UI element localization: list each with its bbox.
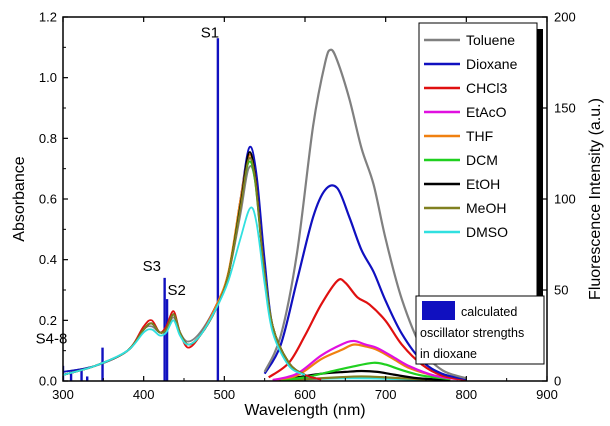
- y2-tick-label: 150: [554, 101, 576, 116]
- annotation-label: S2: [168, 282, 186, 299]
- x-tick-label: 800: [455, 387, 477, 402]
- absorption-curves: [63, 145, 322, 381]
- oscillator-legend-line-1: calculated: [461, 305, 517, 319]
- x-axis-ticks: 300 400 500 600 700 800 900: [52, 17, 558, 402]
- oscillator-legend-line-3: in dioxane: [420, 347, 477, 361]
- legend-label: EtAcO: [466, 104, 507, 120]
- fluorescence-line-dcm: [280, 361, 451, 381]
- legend-label: EtOH: [466, 176, 500, 192]
- x-tick-label: 700: [375, 387, 397, 402]
- x-tick-label: 900: [536, 387, 558, 402]
- legend-box: [418, 22, 538, 319]
- legend-label: THF: [466, 128, 493, 144]
- y-tick-label: 1.2: [39, 10, 57, 25]
- x-axis-label: Wavelength (nm): [244, 402, 365, 419]
- oscillator-bar: [80, 368, 83, 381]
- y2-axis-label: Fluorescence Intensity (a.u.): [587, 98, 604, 300]
- annotation-label: S1: [201, 24, 219, 41]
- oscillator-legend: calculated oscillator strengths in dioxa…: [415, 295, 545, 365]
- x-tick-label: 300: [52, 387, 74, 402]
- fluorescence-line-chcl3: [268, 278, 467, 381]
- oscillator-bar: [101, 347, 104, 381]
- legend: Toluene Dioxane CHCl3 EtAcO THF DCM EtOH MeOH DM…: [418, 22, 543, 324]
- annotation-label: S4-8: [36, 331, 68, 348]
- oscillator-bar: [69, 371, 73, 381]
- y-tick-label: 0.2: [39, 313, 57, 328]
- x-tick-label: 500: [213, 387, 235, 402]
- y2-tick-label: 200: [554, 10, 576, 25]
- x-tick-label: 600: [294, 387, 316, 402]
- x-tick-label: 400: [133, 387, 155, 402]
- oscillator-bar: [165, 299, 169, 381]
- legend-label: MeOH: [466, 200, 506, 216]
- fluorescence-line-thf: [272, 343, 459, 381]
- legend-label: CHCl3: [466, 80, 507, 96]
- legend-items: Toluene Dioxane CHCl3 EtAcO THF DCM EtOH MeOH DM…: [424, 32, 518, 240]
- annotation-label: S3: [143, 258, 161, 275]
- legend-label: DCM: [466, 152, 498, 168]
- y-tick-label: 1.0: [39, 70, 57, 85]
- legend-label: Toluene: [466, 32, 515, 48]
- y-axis-ticks: 0.0 0.2 0.4 0.6 0.8 1.0 1.2: [39, 10, 68, 389]
- fluorescence-line-etoh: [272, 369, 451, 381]
- oscillator-bar: [216, 38, 220, 381]
- y2-tick-label: 50: [554, 283, 568, 298]
- fluorescence-line-toluene: [263, 48, 467, 380]
- oscillator-bar: [86, 376, 89, 381]
- y2-tick-label: 100: [554, 192, 576, 207]
- y-tick-label: 0.0: [39, 374, 57, 389]
- oscillator-legend-swatch: [422, 301, 455, 320]
- y2-tick-label: 0: [554, 374, 561, 389]
- legend-label: DMSO: [466, 224, 508, 240]
- y-tick-label: 0.8: [39, 131, 57, 146]
- fluorescence-line-etaco: [272, 339, 459, 381]
- absorption-line-dmso: [63, 206, 306, 376]
- oscillator-legend-line-2: oscillator strengths: [420, 326, 524, 340]
- y-tick-label: 0.4: [39, 252, 57, 267]
- y-axis-label: Absorbance: [11, 156, 28, 241]
- transition-annotations: S1 S2 S3 S4-8: [36, 24, 219, 347]
- legend-label: Dioxane: [466, 56, 518, 72]
- y2-axis-ticks: 0 50 100 150 200: [542, 10, 576, 389]
- y-tick-label: 0.6: [39, 192, 57, 207]
